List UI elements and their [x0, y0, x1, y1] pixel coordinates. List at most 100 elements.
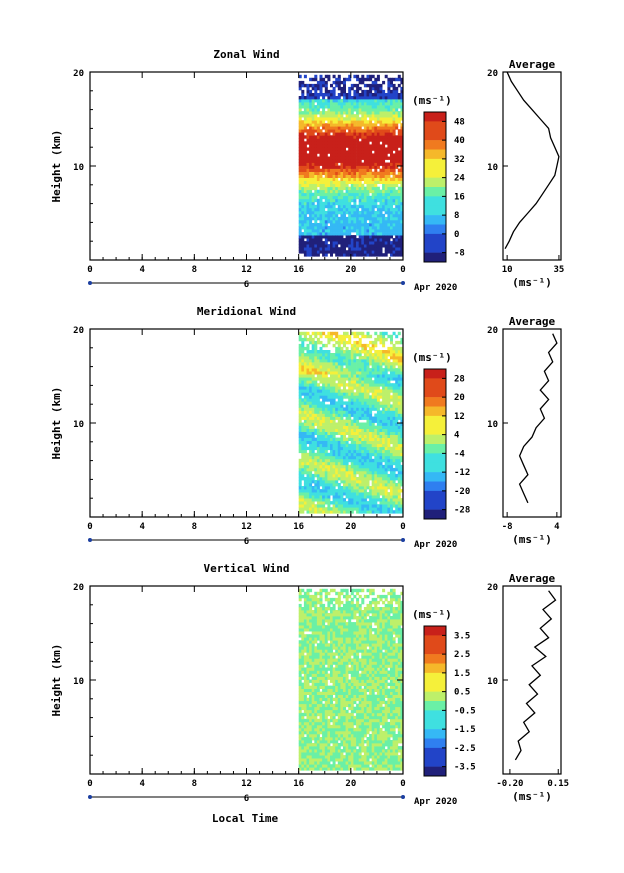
heatmap-cell	[298, 210, 302, 215]
heatmap-cell	[322, 135, 326, 139]
heatmap-cell	[382, 510, 386, 514]
heatmap-cell	[298, 220, 302, 224]
heatmap-cell	[311, 721, 315, 726]
heatmap-cell	[374, 371, 378, 375]
heatmap-cell	[311, 625, 315, 629]
heatmap-cell	[340, 404, 344, 408]
heatmap-cell	[374, 102, 378, 106]
date-label: Apr 2020	[414, 540, 457, 550]
heatmap-cell	[309, 670, 313, 674]
heatmap-cell	[298, 404, 302, 408]
heatmap-cell	[374, 440, 378, 445]
heatmap-cell	[348, 89, 352, 94]
heatmap-cell	[356, 132, 360, 136]
heatmap-cell	[390, 386, 393, 390]
heatmap-cell	[301, 682, 305, 686]
heatmap-cell	[366, 111, 370, 115]
heatmap-cell	[395, 229, 399, 233]
heatmap-cell	[358, 401, 362, 405]
heatmap-cell	[392, 138, 396, 142]
heatmap-cell	[301, 244, 305, 248]
heatmap-cell	[309, 431, 313, 435]
heatmap-cell	[376, 365, 380, 369]
heatmap-cell	[332, 356, 336, 360]
heatmap-cell	[384, 238, 388, 242]
heatmap-cell	[350, 86, 354, 91]
heatmap-cell	[314, 764, 318, 768]
heatmap-cell	[350, 395, 354, 399]
heatmap-cell	[369, 422, 373, 426]
heatmap-cell	[337, 165, 341, 169]
heatmap-cell	[348, 153, 352, 157]
heatmap-cell	[384, 102, 388, 106]
heatmap-cell	[303, 356, 307, 360]
heatmap-cell	[343, 356, 346, 360]
heatmap-cell	[395, 204, 399, 209]
heatmap-cell	[356, 229, 360, 233]
heatmap-cell	[345, 392, 349, 396]
heatmap-cell	[348, 105, 352, 109]
heatmap-cell	[371, 416, 375, 420]
heatmap-cell	[358, 108, 362, 112]
heatmap-cell	[327, 108, 331, 112]
heatmap-cell	[400, 440, 404, 445]
heatmap-cell	[350, 108, 354, 112]
heatmap-cell	[322, 377, 326, 381]
heatmap-cell	[330, 229, 333, 233]
heatmap-cell	[358, 177, 362, 181]
heatmap-cell	[332, 343, 336, 348]
heatmap-cell	[366, 350, 370, 354]
heatmap-cell	[348, 129, 352, 133]
heatmap-cell	[382, 434, 386, 438]
heatmap-cell	[390, 220, 393, 224]
heatmap-cell	[345, 189, 349, 194]
heatmap-cell	[363, 247, 367, 251]
heatmap-cell	[392, 111, 396, 115]
heatmap-cell	[371, 195, 375, 200]
heatmap-cell	[358, 210, 362, 215]
heatmap-cell	[356, 135, 360, 139]
heatmap-cell	[316, 238, 320, 242]
heatmap-cell	[319, 464, 323, 469]
heatmap-cell	[376, 180, 380, 184]
heatmap-cell	[311, 746, 315, 750]
heatmap-cell	[361, 362, 365, 366]
heatmap-cell	[303, 192, 307, 197]
heatmap-cell	[301, 383, 305, 387]
heatmap-cell	[316, 416, 320, 420]
heatmap-cell	[366, 129, 370, 133]
heatmap-cell	[348, 413, 352, 417]
heatmap-cell	[298, 156, 302, 160]
heatmap-cell	[369, 407, 373, 411]
heatmap-cell	[350, 241, 354, 245]
heatmap-cell	[356, 250, 360, 254]
heatmap-cell	[374, 359, 378, 363]
heatmap-cell	[390, 346, 393, 351]
heatmap-cell	[311, 664, 315, 668]
heatmap-cell	[306, 507, 310, 511]
heatmap-cell	[371, 464, 375, 469]
heatmap-cell	[343, 477, 346, 481]
heatmap-cell	[335, 123, 339, 127]
heatmap-cell	[322, 398, 326, 402]
heatmap-cell	[358, 165, 362, 169]
heatmap-cell	[298, 86, 302, 91]
heatmap-cell	[327, 386, 331, 390]
heatmap-cell	[350, 195, 354, 200]
heatmap-cell	[395, 150, 399, 154]
heatmap-cell	[306, 422, 310, 426]
heatmap-cell	[374, 210, 378, 215]
heatmap-cell	[327, 337, 331, 342]
heatmap-cell	[301, 153, 305, 157]
heatmap-cell	[324, 452, 328, 457]
heatmap-cell	[327, 353, 331, 357]
heatmap-cell	[400, 165, 404, 169]
heatmap-cell	[322, 371, 326, 375]
heatmap-cell	[332, 492, 336, 496]
heatmap-cell	[311, 374, 315, 378]
heatmap-cell	[314, 691, 318, 695]
profile-title: Average	[509, 58, 556, 71]
heatmap-cell	[309, 159, 313, 163]
heatmap-cell	[390, 495, 393, 499]
heatmap-cell	[306, 359, 310, 363]
